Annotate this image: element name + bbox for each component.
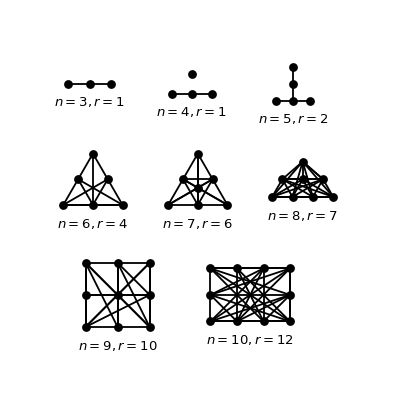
Point (273, 97, 280, 104)
Text: $\mathit{n = 4, r = 1}$: $\mathit{n = 4, r = 1}$ (156, 105, 227, 119)
Text: $\mathit{n = 8, r = 7}$: $\mathit{n = 8, r = 7}$ (267, 208, 338, 223)
Point (115, 292, 121, 298)
Point (195, 201, 201, 208)
Point (207, 292, 214, 298)
Point (209, 176, 216, 183)
Point (299, 176, 306, 183)
Point (330, 193, 336, 200)
Text: $\mathit{n = 7, r = 6}$: $\mathit{n = 7, r = 6}$ (162, 217, 233, 230)
Point (75, 176, 81, 183)
Point (320, 176, 326, 183)
Point (234, 318, 240, 325)
Point (105, 176, 111, 183)
Point (234, 265, 240, 272)
Point (269, 193, 275, 200)
Point (279, 176, 285, 183)
Point (146, 260, 153, 266)
Point (90, 150, 96, 157)
Point (207, 318, 214, 325)
Text: $\mathit{n = 3, r = 1}$: $\mathit{n = 3, r = 1}$ (55, 95, 125, 109)
Point (195, 150, 201, 157)
Point (307, 97, 314, 104)
Point (287, 318, 293, 325)
Point (82, 292, 89, 298)
Point (290, 80, 297, 87)
Point (180, 176, 186, 183)
Point (108, 80, 115, 87)
Point (290, 97, 297, 104)
Point (209, 90, 215, 97)
Text: $\mathit{n = 10, r = 12}$: $\mathit{n = 10, r = 12}$ (207, 333, 294, 347)
Point (224, 201, 230, 208)
Point (168, 90, 175, 97)
Point (165, 201, 172, 208)
Point (146, 292, 153, 298)
Point (115, 260, 121, 266)
Point (287, 265, 293, 272)
Text: $\mathit{n = 5, r = 2}$: $\mathit{n = 5, r = 2}$ (258, 112, 329, 126)
Text: $\mathit{n = 6, r = 4}$: $\mathit{n = 6, r = 4}$ (57, 217, 129, 230)
Point (90, 201, 96, 208)
Point (87, 80, 93, 87)
Point (299, 158, 306, 165)
Point (189, 90, 195, 97)
Point (289, 193, 296, 200)
Point (65, 80, 72, 87)
Point (290, 63, 297, 70)
Point (119, 201, 126, 208)
Point (146, 324, 153, 330)
Text: $\mathit{n = 9, r = 10}$: $\mathit{n = 9, r = 10}$ (78, 339, 157, 353)
Point (310, 193, 316, 200)
Point (82, 324, 89, 330)
Point (195, 184, 201, 191)
Point (260, 265, 267, 272)
Point (207, 265, 214, 272)
Point (189, 70, 195, 77)
Point (115, 324, 121, 330)
Point (287, 292, 293, 298)
Point (260, 318, 267, 325)
Point (82, 260, 89, 266)
Point (60, 201, 66, 208)
